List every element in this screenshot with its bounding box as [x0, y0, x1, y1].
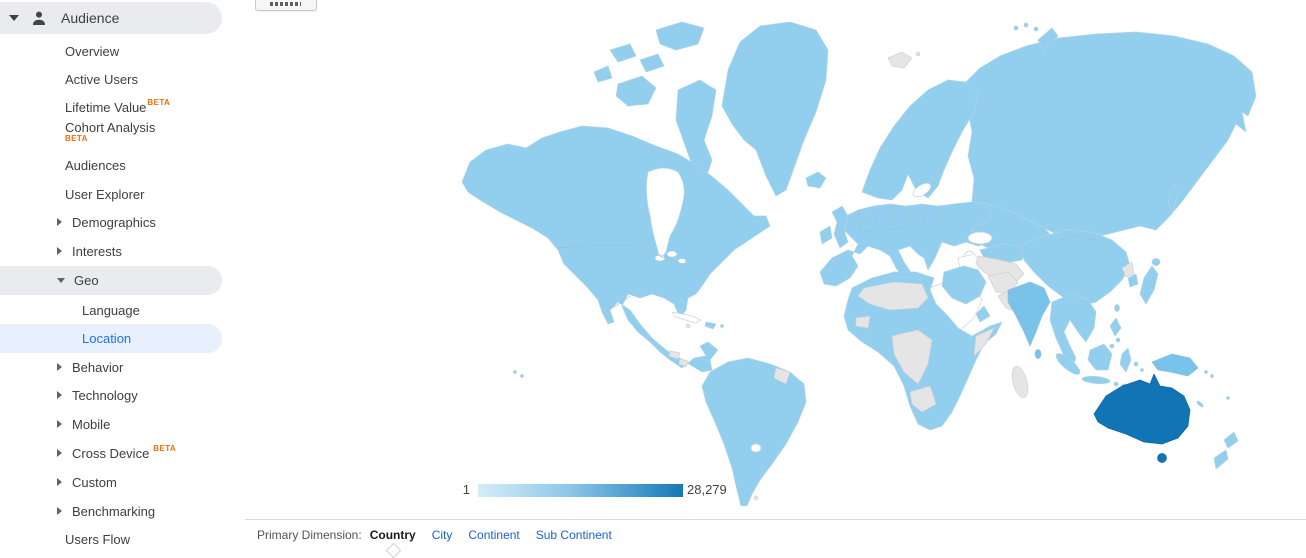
country-philippines[interactable]	[1109, 317, 1122, 337]
sidebar-item-custom[interactable]: Custom	[0, 468, 302, 496]
triangle-right-icon	[57, 420, 62, 428]
sidebar-item-lifetime-value[interactable]: Lifetime Value BETA	[65, 97, 171, 115]
region-southeast-asia[interactable]	[1049, 293, 1097, 369]
sidebar-item-language[interactable]: Language	[82, 302, 140, 318]
primary-dimension-bar: Primary Dimension: Country City Continen…	[245, 519, 1306, 558]
world-map[interactable]	[460, 20, 1260, 507]
primary-dimension-label: Primary Dimension:	[257, 528, 362, 542]
sidebar-item-interests[interactable]: Interests	[0, 237, 302, 265]
sidebar-item-overview[interactable]: Overview	[65, 43, 120, 59]
active-tab-notch	[385, 542, 401, 558]
beta-badge: BETA	[147, 97, 171, 107]
sidebar-item-geo[interactable]: Geo	[0, 266, 222, 295]
region-scandinavia[interactable]	[861, 79, 979, 201]
legend-min-label: 1	[462, 482, 470, 497]
country-iran[interactable]	[941, 265, 987, 305]
country-iceland[interactable]	[805, 171, 827, 189]
beta-badge: BETA	[153, 443, 177, 453]
country-india[interactable]	[1007, 281, 1051, 347]
sidebar-item-benchmarking[interactable]: Benchmarking	[0, 497, 302, 525]
report-content-area: 1 28,279 Primary Dimension: Country City…	[245, 0, 1306, 558]
sidebar-item-demographics[interactable]: Demographics	[0, 208, 302, 236]
sidebar-item-location[interactable]: Location	[0, 324, 222, 353]
region-europe[interactable]	[819, 201, 993, 287]
country-japan[interactable]	[1139, 265, 1159, 305]
sidebar-item-audiences[interactable]: Audiences	[65, 157, 126, 173]
triangle-right-icon	[57, 247, 62, 255]
legend-gradient-bar	[478, 484, 683, 497]
triangle-down-icon	[9, 15, 19, 21]
sidebar-item-behavior[interactable]: Behavior	[0, 353, 302, 381]
dimension-tab-country[interactable]: Country	[370, 528, 416, 558]
beta-badge: BETA	[65, 134, 88, 143]
dimension-tab-sub-continent[interactable]: Sub Continent	[535, 528, 612, 542]
region-north-america[interactable]	[461, 125, 771, 373]
clipped-button-text	[270, 2, 301, 6]
triangle-right-icon	[57, 363, 62, 371]
country-china[interactable]	[1019, 229, 1131, 307]
triangle-right-icon	[57, 507, 62, 515]
region-south-america[interactable]	[701, 357, 807, 507]
sidebar-item-users-flow[interactable]: Users Flow	[65, 531, 131, 547]
region-svalbard[interactable]	[887, 51, 913, 69]
triangle-right-icon	[57, 449, 62, 457]
sidebar-item-technology[interactable]: Technology	[0, 381, 302, 409]
country-russia[interactable]	[965, 31, 1257, 241]
sidebar: Audience Overview Active Users Lifetime …	[0, 0, 245, 549]
sidebar-item-user-explorer[interactable]: User Explorer	[65, 186, 145, 202]
sidebar-item-mobile[interactable]: Mobile	[0, 410, 302, 438]
country-madagascar[interactable]	[1009, 365, 1031, 400]
dimension-tab-continent[interactable]: Continent	[468, 528, 520, 542]
sidebar-item-active-users[interactable]: Active Users	[65, 71, 138, 87]
triangle-right-icon	[57, 478, 62, 486]
person-icon	[33, 11, 45, 25]
triangle-down-icon	[57, 278, 65, 283]
country-ireland[interactable]	[819, 225, 833, 245]
sidebar-item-cross-device[interactable]: Cross Device BETA	[0, 439, 302, 467]
triangle-right-icon	[57, 218, 62, 226]
sidebar-item-label: Audience	[61, 10, 120, 26]
sidebar-item-cohort-analysis[interactable]: Cohort Analysis BETA	[65, 120, 156, 143]
region-borneo[interactable]	[1087, 343, 1113, 371]
country-papua-new-guinea[interactable]	[1151, 353, 1199, 377]
triangle-right-icon	[57, 391, 62, 399]
country-greenland[interactable]	[721, 21, 829, 197]
sidebar-item-audience[interactable]: Audience	[0, 2, 222, 34]
dimension-tab-city[interactable]: City	[431, 528, 453, 542]
legend-max-label: 28,279	[687, 482, 727, 497]
clipped-toolbar-button[interactable]	[255, 0, 317, 11]
country-australia[interactable]	[1093, 373, 1191, 445]
country-united-kingdom[interactable]	[831, 205, 849, 249]
country-new-zealand[interactable]	[1223, 431, 1239, 449]
country-cuba[interactable]	[671, 311, 702, 324]
